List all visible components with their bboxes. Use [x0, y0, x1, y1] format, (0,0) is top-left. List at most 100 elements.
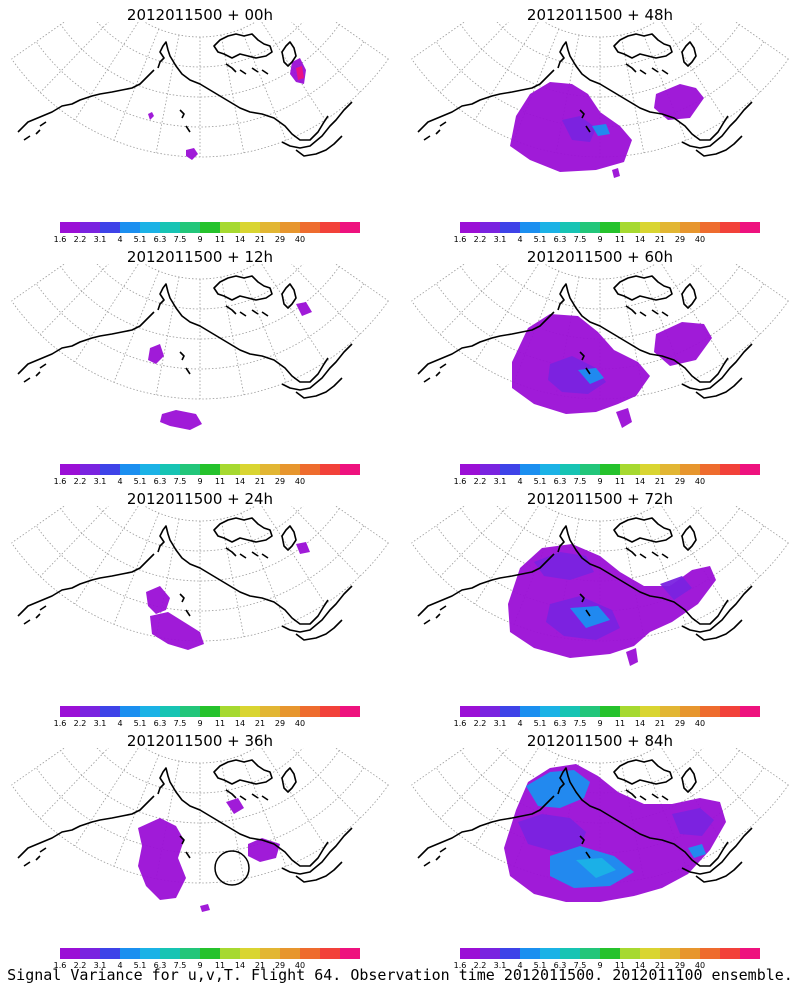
colorbar-swatch: [180, 464, 200, 475]
colorbar-tick-label: 14: [634, 961, 646, 970]
meridian-gridline: [11, 22, 66, 60]
colorbar-swatch: [600, 222, 620, 233]
panel-title: 2012011500 + 00h: [126, 6, 274, 24]
meridian-gridline: [11, 748, 66, 786]
colorbar-swatch: [80, 706, 100, 717]
meridian-gridline: [734, 748, 789, 786]
polar-map: [11, 264, 389, 430]
colorbar-tick-label: 1.6: [453, 961, 467, 970]
colorbar-tick-label: 11: [214, 477, 226, 486]
colorbar-swatch: [60, 222, 80, 233]
meridian-gridline: [113, 512, 160, 625]
colorbar-swatch: [320, 706, 340, 717]
coastline: [281, 101, 353, 149]
polar-map: [11, 22, 389, 160]
colorbar-tick-labels: 1.6 2.2 3.1 4 5.1 6.3 7.5 9 11 14 21 29 40: [50, 961, 370, 971]
colorbar-swatch: [580, 464, 600, 475]
coastline: [225, 305, 269, 317]
map-panel: 2012011500 + 36h 1.6 2.2 3.1 4 5.1 6.3 7.5 9 11 14…: [0, 726, 400, 970]
latitude-gridline: [96, 506, 304, 552]
coastline: [281, 585, 353, 633]
meridian-gridline: [155, 276, 180, 395]
variance-contour: [146, 586, 170, 614]
colorbar-tick-label: 9: [597, 235, 603, 244]
colorbar-tick-label: 9: [197, 719, 203, 728]
colorbar-swatch: [320, 464, 340, 475]
colorbar-swatch: [300, 464, 320, 475]
coastline: [295, 135, 343, 157]
colorbar-tick-label: 7.5: [573, 235, 587, 244]
colorbar-tick-label: 11: [614, 477, 626, 486]
latitude-gridline: [96, 264, 304, 310]
colorbar-swatch: [340, 948, 360, 959]
colorbar-tick-label: 7.5: [173, 961, 187, 970]
colorbar-tick-label: 5.1: [133, 719, 147, 728]
variance-contour: [616, 408, 632, 428]
coastline: [681, 827, 753, 875]
meridian-gridline: [261, 264, 326, 363]
colorbar-swatch: [520, 464, 540, 475]
coastline: [613, 517, 673, 543]
colorbar-tick-label: 11: [214, 719, 226, 728]
coastline: [179, 351, 191, 375]
meridian-gridline: [220, 34, 245, 153]
colorbar-tick-label: 1.6: [53, 235, 67, 244]
colorbar-swatch: [220, 222, 240, 233]
coastline: [681, 101, 753, 149]
variance-contour: [592, 124, 610, 136]
latitude-gridline: [496, 506, 704, 552]
colorbar-swatch: [700, 222, 720, 233]
colorbar-tick-label: 11: [614, 719, 626, 728]
colorbar-swatch: [240, 222, 260, 233]
colorbar: [60, 948, 360, 959]
meridian-gridline: [74, 506, 139, 605]
colorbar-swatch: [500, 464, 520, 475]
panel-title: 2012011500 + 72h: [526, 490, 674, 508]
coastline: [579, 109, 591, 133]
colorbar-tick-label: 29: [274, 235, 286, 244]
colorbar-tick-label: 3.1: [493, 961, 507, 970]
colorbar-swatch: [300, 706, 320, 717]
variance-contour: [296, 542, 310, 554]
colorbar-swatch: [340, 706, 360, 717]
coastline: [681, 525, 697, 551]
colorbar-tick-label: 3.1: [93, 961, 107, 970]
colorbar-swatch: [240, 706, 260, 717]
colorbar-tick-label: 14: [634, 477, 646, 486]
map-panel: 2012011500 + 60h 1.6 2.2 3.1 4 5.1 6.3 7.5 9 11 14…: [400, 242, 800, 486]
coastline: [423, 363, 447, 383]
meridian-gridline: [74, 748, 139, 847]
colorbar-tick-label: 4: [117, 477, 123, 486]
colorbar: [60, 222, 360, 233]
colorbar-tick-label: 21: [654, 961, 666, 970]
colorbar-swatch: [240, 948, 260, 959]
panel-title: 2012011500 + 24h: [126, 490, 274, 508]
colorbar-tick-labels: 1.6 2.2 3.1 4 5.1 6.3 7.5 9 11 14 21 29 40: [50, 235, 370, 245]
coastline: [681, 41, 697, 67]
colorbar-tick-label: 40: [694, 235, 706, 244]
colorbar-swatch: [620, 464, 640, 475]
variance-contour: [518, 814, 586, 852]
colorbar-swatch: [120, 706, 140, 717]
colorbar-tick-label: 40: [694, 961, 706, 970]
colorbar-tick-label: 6.3: [153, 719, 167, 728]
variance-contour: [148, 112, 154, 120]
meridian-gridline: [411, 506, 466, 544]
variance-contour: [248, 838, 280, 862]
colorbar-tick-label: 2.2: [473, 477, 487, 486]
colorbar-swatch: [580, 948, 600, 959]
colorbar-swatch: [260, 948, 280, 959]
coastline: [23, 605, 47, 625]
colorbar-swatch: [120, 222, 140, 233]
colorbar-swatch: [700, 464, 720, 475]
colorbar-swatch: [720, 464, 740, 475]
colorbar-tick-label: 21: [654, 719, 666, 728]
colorbar-swatch: [100, 464, 120, 475]
meridian-gridline: [291, 748, 361, 819]
meridian-gridline: [39, 264, 109, 335]
meridian-gridline: [113, 28, 160, 141]
meridian-gridline: [411, 264, 466, 302]
meridian-gridline: [11, 506, 66, 544]
coastline: [681, 343, 753, 391]
colorbar-tick-label: 40: [694, 477, 706, 486]
